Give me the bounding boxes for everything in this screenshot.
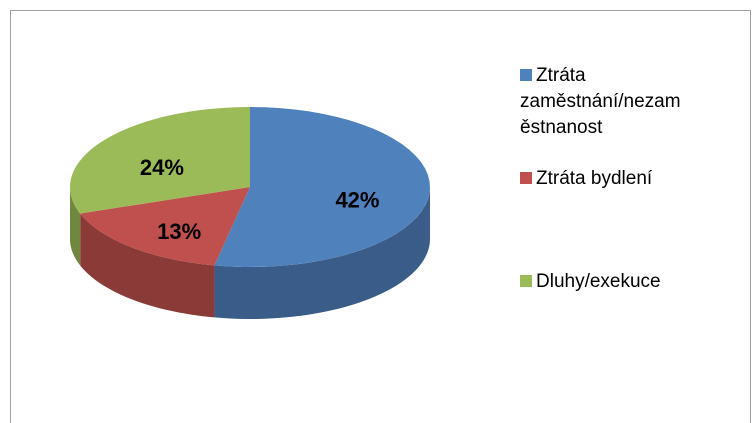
pie-slice [80,187,250,266]
legend-item: Ztráta bydlení [520,166,685,192]
legend-item: Ztráta zaměstnání/nezaměstnanost [520,63,685,141]
chart-frame [10,10,751,423]
legend-label: Ztráta bydlení [536,168,653,189]
pie-slice [214,107,430,267]
legend-label: Dluhy/exekuce [536,271,661,292]
legend-label: Ztráta zaměstnání/nezaměstnanost [520,65,681,138]
data-label: 42% [335,188,379,213]
data-label: 13% [157,219,201,244]
pie-side [80,213,215,318]
legend-item: Dluhy/exekuce [520,269,685,295]
pie-side [70,187,81,266]
legend-swatch [520,69,532,81]
legend-swatch [520,172,532,184]
legend-swatch [520,275,532,287]
pie-side [214,187,430,319]
data-label: 24% [140,155,184,180]
pie-slice [70,107,250,214]
